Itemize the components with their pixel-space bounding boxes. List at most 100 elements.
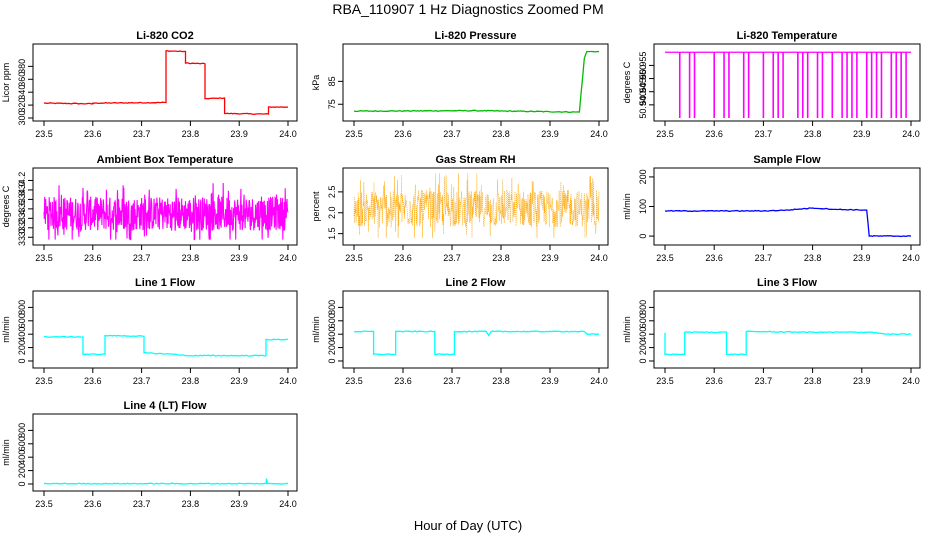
chart-panel-4: Ambient Box Temperature 23.5 23.6 23.7 23.8 2… (1, 154, 298, 263)
y-tick-label: 0 (638, 234, 648, 239)
y-tick-label: 2.5 (327, 186, 337, 199)
chart-panel-6: Sample Flow 23.5 23.6 23.7 23.8 23.9 24.0 0 100 2… (622, 154, 921, 263)
x-tick-label: 23.9 (541, 253, 559, 263)
x-tick-label: 24.0 (590, 253, 608, 263)
y-tick-label: 2.0 (327, 207, 337, 220)
y-tick-label: 200 (638, 340, 648, 355)
x-tick-label: 23.9 (853, 376, 871, 386)
y-tick-label: 0 (638, 358, 648, 363)
y-tick-label: 800 (327, 300, 337, 315)
chart-panel-8: Line 2 Flow 23.5 23.6 23.7 23.8 23.9 24.0 0 2004… (311, 277, 609, 386)
x-tick-label: 23.8 (804, 129, 822, 139)
plot-frame (653, 43, 921, 122)
x-tick-label: 24.0 (279, 253, 297, 263)
x-tick-label: 23.8 (804, 376, 822, 386)
panel-title: Li-820 Pressure (435, 30, 517, 42)
x-tick-label: 23.5 (35, 129, 53, 139)
figure-title: RBA_110907 1 Hz Diagnostics Zoomed PM (332, 1, 604, 17)
y-axis-label: kPa (311, 75, 321, 91)
chart-panel-5: Gas Stream RH 23.5 23.6 23.7 23.8 23.9 24.0 1.5… (311, 154, 609, 263)
y-tick-label: 800 (17, 300, 27, 315)
y-tick-label: 400 (638, 327, 648, 342)
y-tick-label: 380 (17, 59, 27, 74)
x-tick-label: 23.6 (84, 129, 102, 139)
x-tick-label: 23.9 (853, 129, 871, 139)
x-tick-label: 23.5 (35, 376, 53, 386)
y-tick-label: 400 (17, 327, 27, 342)
plot-frame (32, 43, 298, 122)
panel-title: Gas Stream RH (435, 154, 515, 166)
data-series (43, 334, 289, 357)
plot-frame (32, 290, 298, 369)
y-tick-label: 600 (638, 313, 648, 328)
y-tick-label: 800 (638, 300, 648, 315)
chart-panel-3: Li-820 Temperature 23.5 23.6 23.7 23.8 23.9 24… (622, 30, 921, 139)
data-series (664, 330, 912, 356)
plot-frame (653, 167, 921, 246)
y-tick-label: 33.0 (17, 229, 27, 247)
y-axis-label: degrees C (1, 185, 11, 227)
chart-panel-10: Line 4 (LT) Flow 23.5 23.6 23.7 23.8 23.9 24.0… (1, 400, 298, 509)
y-tick-label: 200 (17, 463, 27, 478)
plot-frame (342, 290, 609, 369)
y-tick-label: 50.955 (638, 52, 648, 80)
chart-panel-1: Li-820 CO2 23.5 23.6 23.7 23.8 23.9 24.0 300320… (1, 30, 298, 139)
x-tick-label: 23.5 (656, 376, 674, 386)
y-tick-label: 33.6 (17, 200, 27, 218)
y-tick-label: 100 (638, 199, 648, 214)
chart-panel-7: Line 1 Flow 23.5 23.6 23.7 23.8 23.9 24.0 0 2004… (1, 277, 298, 386)
x-tick-label: 23.8 (804, 253, 822, 263)
data-series (43, 478, 289, 485)
x-tick-label: 23.9 (541, 376, 559, 386)
panel-title: Sample Flow (753, 154, 821, 166)
y-tick-label: 600 (17, 313, 27, 328)
x-tick-label: 24.0 (279, 376, 297, 386)
y-tick-label: 0 (17, 358, 27, 363)
y-tick-label: 34.0 (17, 181, 27, 199)
panel-title: Line 2 Flow (446, 277, 506, 289)
y-axis-label: ml/min (622, 193, 632, 220)
x-tick-label: 23.5 (345, 376, 363, 386)
x-tick-label: 24.0 (279, 129, 297, 139)
y-tick-label: 50.950 (638, 65, 648, 93)
y-axis-label: Licor ppm (1, 63, 11, 103)
x-tick-label: 23.6 (84, 376, 102, 386)
y-axis-label: ml/min (311, 316, 321, 343)
panel-title: Ambient Box Temperature (97, 154, 234, 166)
plot-frame (342, 167, 609, 246)
x-tick-label: 23.7 (133, 376, 151, 386)
y-axis-label: ml/min (622, 316, 632, 343)
chart-panel-2: Li-820 Pressure 23.5 23.6 23.7 23.8 23.9 24.0 7… (311, 30, 609, 139)
y-tick-label: 200 (17, 340, 27, 355)
x-tick-label: 24.0 (902, 376, 920, 386)
data-series (664, 207, 912, 238)
x-tick-label: 23.6 (705, 129, 723, 139)
x-tick-label: 23.8 (492, 253, 510, 263)
y-tick-label: 75 (327, 99, 337, 109)
y-tick-label: 34.2 (17, 172, 27, 190)
y-tick-label: 33.4 (17, 210, 27, 228)
y-axis-label: degrees C (622, 61, 632, 103)
x-tick-label: 23.7 (133, 499, 151, 509)
x-tick-label: 23.9 (853, 253, 871, 263)
panel-title: Li-820 Temperature (737, 30, 838, 42)
x-tick-label: 23.6 (394, 376, 412, 386)
y-tick-label: 1.5 (327, 227, 337, 240)
y-tick-label: 800 (17, 423, 27, 438)
x-tick-label: 24.0 (590, 129, 608, 139)
x-tick-label: 23.7 (755, 376, 773, 386)
data-series (353, 173, 600, 238)
y-tick-label: 85 (327, 76, 337, 86)
y-tick-label: 50.940 (638, 91, 648, 119)
y-tick-label: 600 (17, 436, 27, 451)
x-tick-label: 23.8 (182, 376, 200, 386)
x-axis-label: Hour of Day (UTC) (413, 518, 523, 533)
x-tick-label: 23.9 (230, 499, 248, 509)
x-tick-label: 23.8 (182, 499, 200, 509)
x-tick-label: 23.8 (492, 376, 510, 386)
x-tick-label: 23.5 (345, 129, 363, 139)
x-tick-label: 23.7 (133, 129, 151, 139)
y-tick-label: 340 (17, 85, 27, 100)
x-tick-label: 23.5 (35, 253, 53, 263)
x-tick-label: 23.7 (443, 253, 461, 263)
